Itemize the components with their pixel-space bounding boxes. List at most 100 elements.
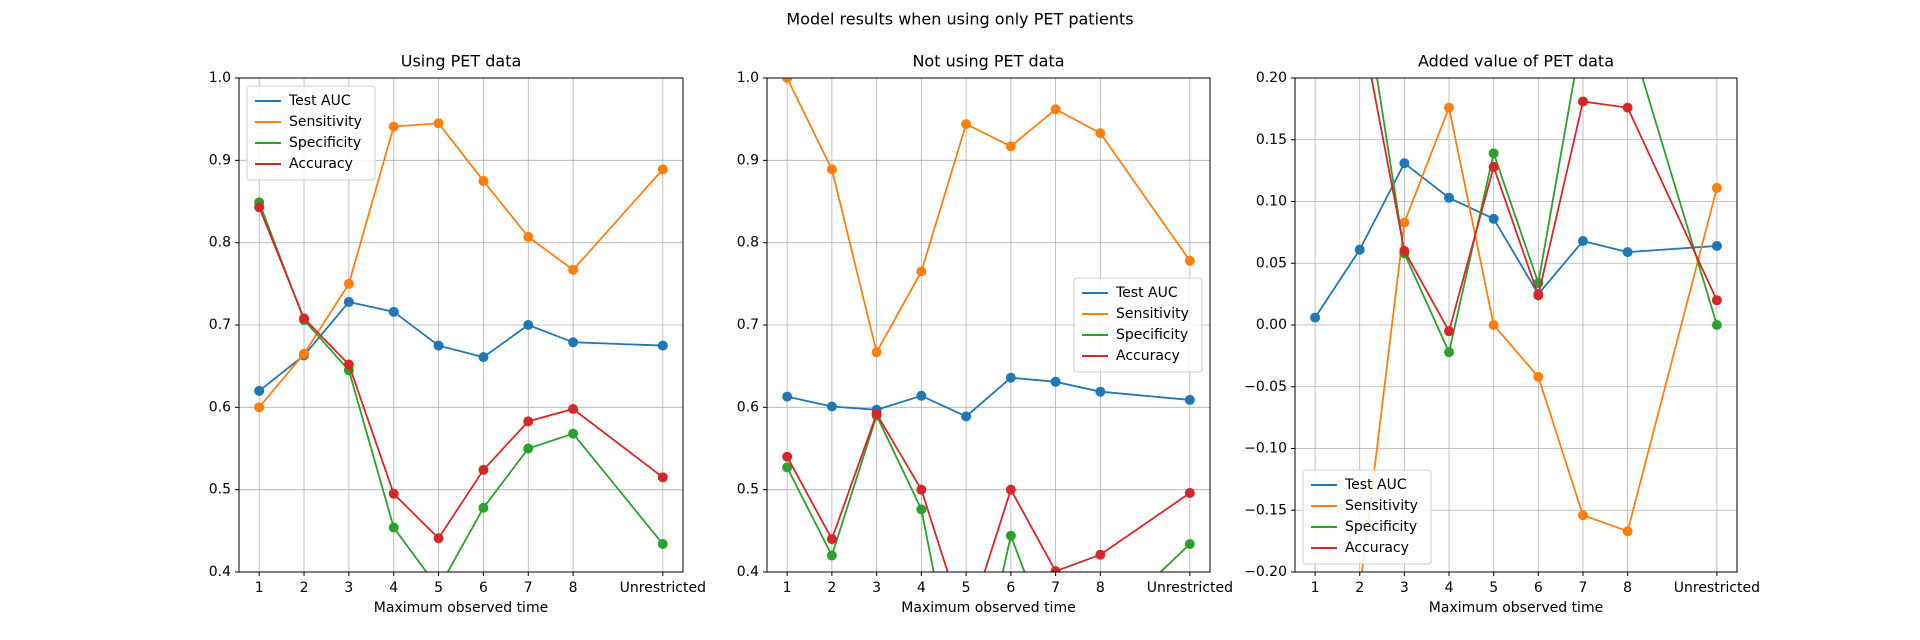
point <box>254 202 265 213</box>
point <box>299 313 310 324</box>
y-tick-label: 1.0 <box>209 70 231 86</box>
x-tick-label: 2 <box>1355 580 1364 596</box>
point <box>1005 372 1016 383</box>
point <box>568 337 579 348</box>
series-line <box>258 206 664 540</box>
point <box>388 121 399 132</box>
point <box>1444 102 1455 113</box>
point <box>1184 394 1195 405</box>
point <box>1533 371 1544 382</box>
point <box>1444 326 1455 337</box>
point <box>478 464 489 475</box>
legend-label: Accuracy <box>289 156 353 172</box>
figure-title: Model results when using only PET patien… <box>786 10 1133 29</box>
point <box>1444 192 1455 203</box>
point <box>1095 128 1106 139</box>
legend-label: Test AUC <box>288 93 351 109</box>
axes-frame <box>766 77 1211 573</box>
x-tick-label: 4 <box>1445 580 1454 596</box>
point <box>1095 549 1106 560</box>
point <box>782 451 793 462</box>
series-line <box>258 202 664 572</box>
y-tick-label: −0.15 <box>1244 502 1287 518</box>
point <box>523 443 534 454</box>
point <box>1050 376 1061 387</box>
point <box>1444 347 1455 358</box>
legend: Test AUC Sensitivity Specificity Accuracy <box>1302 469 1432 565</box>
point <box>343 296 354 307</box>
x-tick-label: Unrestricted <box>1674 580 1760 596</box>
series-line <box>258 300 663 392</box>
y-tick-label: 0.6 <box>737 399 759 415</box>
point <box>388 306 399 317</box>
point <box>826 534 837 545</box>
point <box>1622 102 1633 113</box>
y-tick-label: 0.9 <box>209 152 231 168</box>
point <box>961 625 971 635</box>
y-tick-label: 0.20 <box>1256 70 1287 86</box>
point <box>1577 236 1588 247</box>
point <box>1354 244 1365 255</box>
x-axis-label: Maximum observed time <box>374 600 548 616</box>
point <box>871 408 882 419</box>
point <box>657 472 668 483</box>
series-line <box>786 376 1190 418</box>
series-line <box>786 413 1191 572</box>
point <box>568 403 579 414</box>
point <box>916 504 927 515</box>
point <box>1355 11 1365 21</box>
series-line <box>1370 78 1718 334</box>
plot-area <box>782 78 1195 635</box>
x-tick-label: 1 <box>255 580 264 596</box>
series-line <box>1314 161 1717 319</box>
point <box>343 359 354 370</box>
point <box>1488 148 1499 159</box>
point <box>568 264 579 275</box>
x-tick-label: 3 <box>872 580 881 596</box>
point <box>871 347 882 358</box>
x-tick-label: 3 <box>1400 580 1409 596</box>
plot-area <box>1310 11 1722 572</box>
point <box>343 278 354 289</box>
point <box>1711 320 1722 330</box>
x-tick-label: 5 <box>1489 580 1498 596</box>
point <box>254 402 265 413</box>
x-tick-label: 7 <box>524 580 533 596</box>
x-tick-label: 1 <box>783 580 792 596</box>
point <box>568 428 579 439</box>
legend-label: Sensitivity <box>1116 306 1189 322</box>
point <box>1711 240 1722 251</box>
point <box>523 320 534 330</box>
y-tick-label: −0.20 <box>1244 564 1287 580</box>
point <box>1310 312 1321 323</box>
y-tick-label: 0.5 <box>737 482 759 498</box>
point <box>961 119 972 130</box>
point <box>826 401 837 412</box>
point <box>1488 320 1499 330</box>
legend-label: Test AUC <box>1344 477 1407 493</box>
axes-frame <box>1294 77 1738 573</box>
y-tick-label: 0.5 <box>209 482 231 498</box>
x-tick-label: 4 <box>917 580 926 596</box>
legend-frame <box>246 85 376 181</box>
y-tick-label: 0.10 <box>1256 194 1287 210</box>
point <box>478 502 489 513</box>
point <box>1005 484 1016 495</box>
legend-label: Accuracy <box>1345 540 1409 556</box>
x-tick-label: 8 <box>1096 580 1105 596</box>
x-tick-label: 7 <box>1579 580 1588 596</box>
plot-area <box>254 118 668 572</box>
x-axis-label: Maximum observed time <box>901 600 1075 616</box>
point <box>1488 161 1499 172</box>
point <box>1095 386 1106 397</box>
point <box>433 340 444 351</box>
point <box>657 539 668 550</box>
x-tick-label: 8 <box>1623 580 1632 596</box>
x-tick-label: 5 <box>434 580 443 596</box>
x-tick-label: 6 <box>1534 580 1543 596</box>
x-tick-label: 6 <box>479 580 488 596</box>
x-tick-label: 7 <box>1051 580 1060 596</box>
point <box>1622 526 1633 537</box>
point <box>782 391 793 402</box>
point <box>916 390 927 401</box>
